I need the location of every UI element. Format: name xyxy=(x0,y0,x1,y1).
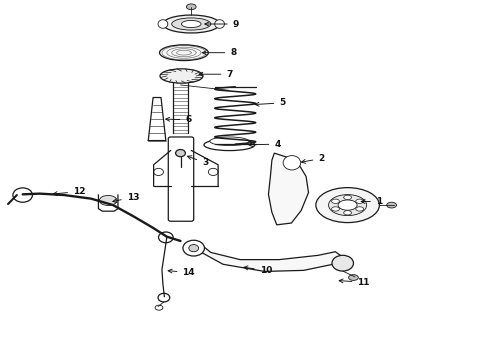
Ellipse shape xyxy=(158,293,170,302)
Ellipse shape xyxy=(13,188,32,202)
Ellipse shape xyxy=(181,21,201,28)
Text: 8: 8 xyxy=(202,48,237,57)
Ellipse shape xyxy=(316,188,379,222)
Text: 14: 14 xyxy=(168,268,195,277)
Text: 11: 11 xyxy=(339,278,370,287)
Ellipse shape xyxy=(189,244,198,252)
Text: 2: 2 xyxy=(301,154,324,163)
Ellipse shape xyxy=(338,200,357,210)
Text: 7: 7 xyxy=(199,70,233,79)
Ellipse shape xyxy=(387,202,396,208)
Ellipse shape xyxy=(208,168,218,176)
Text: 13: 13 xyxy=(113,193,139,203)
Ellipse shape xyxy=(204,139,255,150)
Ellipse shape xyxy=(356,199,364,203)
Ellipse shape xyxy=(332,199,340,203)
Ellipse shape xyxy=(158,20,168,28)
Ellipse shape xyxy=(163,15,220,33)
Text: 5: 5 xyxy=(255,98,286,107)
Ellipse shape xyxy=(99,195,117,206)
Ellipse shape xyxy=(283,156,301,170)
Ellipse shape xyxy=(332,255,353,271)
Ellipse shape xyxy=(183,240,204,256)
Ellipse shape xyxy=(332,207,340,211)
Polygon shape xyxy=(194,244,343,271)
Ellipse shape xyxy=(356,207,364,211)
Text: 1: 1 xyxy=(361,197,382,206)
Ellipse shape xyxy=(215,20,224,28)
Ellipse shape xyxy=(186,4,196,10)
Ellipse shape xyxy=(175,149,185,157)
Ellipse shape xyxy=(343,195,351,199)
Ellipse shape xyxy=(343,211,351,215)
Ellipse shape xyxy=(159,232,173,243)
Text: 9: 9 xyxy=(205,19,239,28)
Text: 6: 6 xyxy=(166,115,192,124)
Ellipse shape xyxy=(154,168,163,176)
Ellipse shape xyxy=(160,69,203,83)
Polygon shape xyxy=(98,194,118,211)
Text: 4: 4 xyxy=(249,140,281,149)
Ellipse shape xyxy=(159,45,208,60)
Polygon shape xyxy=(269,153,309,225)
Ellipse shape xyxy=(172,18,211,30)
FancyBboxPatch shape xyxy=(168,137,194,221)
Ellipse shape xyxy=(155,305,163,310)
Text: 10: 10 xyxy=(244,266,272,275)
Ellipse shape xyxy=(210,137,249,145)
Ellipse shape xyxy=(348,275,358,280)
Ellipse shape xyxy=(329,195,367,216)
Text: 12: 12 xyxy=(53,187,86,196)
Text: 3: 3 xyxy=(188,156,208,167)
